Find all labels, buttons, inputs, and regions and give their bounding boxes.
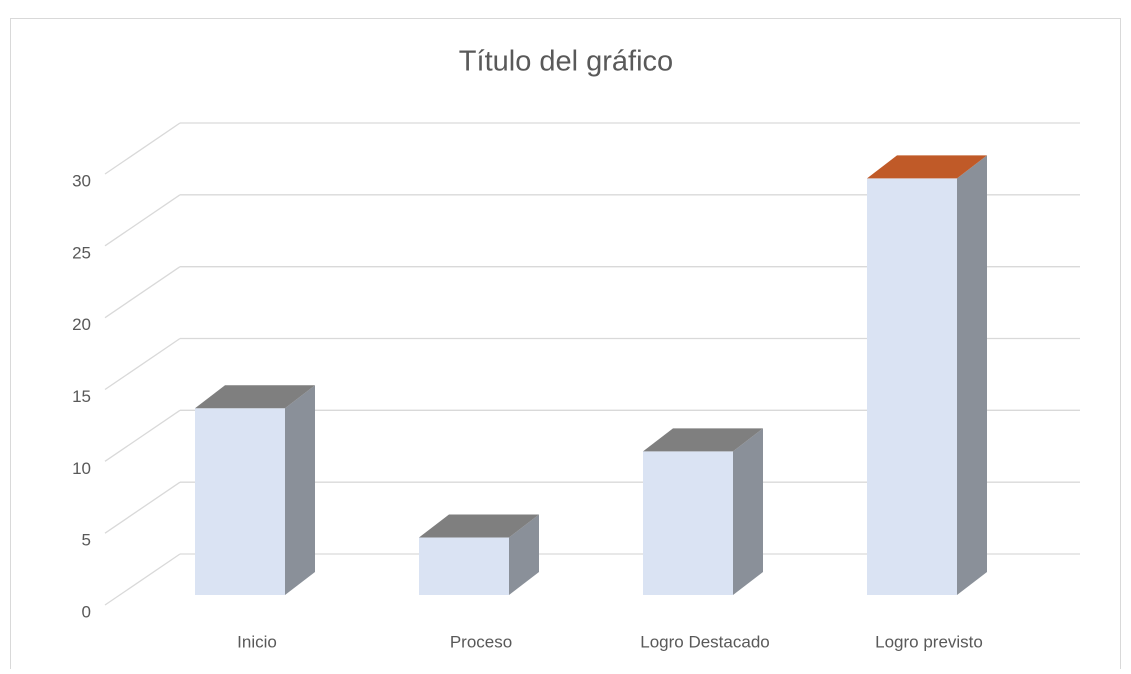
grid-line-side [104, 266, 181, 319]
bar-top [419, 514, 539, 538]
bar-top [643, 428, 763, 452]
y-tick-label: 25 [72, 243, 91, 262]
y-tick-label: 20 [72, 315, 91, 334]
x-tick-label: Proceso [450, 632, 512, 651]
y-tick-label: 10 [72, 459, 91, 478]
y-tick-label: 30 [72, 171, 91, 190]
grid-line-side [104, 194, 181, 247]
y-tick-label: 5 [82, 531, 91, 550]
bar-front [867, 178, 957, 595]
bar-front [419, 537, 509, 595]
grid-line-side [104, 481, 181, 534]
bar-side [733, 428, 763, 595]
y-tick-label: 15 [72, 387, 91, 406]
bar-side [285, 385, 315, 595]
x-tick-label: Inicio [237, 632, 277, 651]
bar-side [957, 155, 987, 595]
grid-line-side [104, 122, 181, 175]
bar-front [195, 408, 285, 595]
chart-title: Título del gráfico [459, 46, 673, 78]
grid-line-side [104, 409, 181, 462]
grid-line-side [104, 337, 181, 391]
x-tick-label: Logro Destacado [640, 632, 769, 651]
bar-side [509, 514, 539, 595]
bar-top [867, 155, 987, 179]
grid-line-side [104, 553, 181, 606]
x-tick-label: Logro previsto [875, 632, 983, 651]
bar-front [643, 451, 733, 595]
bar-top [195, 385, 315, 409]
y-tick-label: 0 [82, 602, 91, 621]
